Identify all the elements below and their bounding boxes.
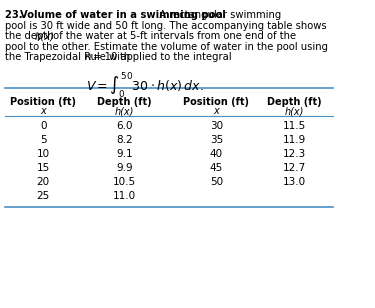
Text: 23.: 23. xyxy=(5,10,27,20)
Text: 12.7: 12.7 xyxy=(283,163,306,173)
Text: x: x xyxy=(40,106,46,116)
Text: h(x): h(x) xyxy=(115,106,134,116)
Text: pool is 30 ft wide and 50 ft long. The accompanying table shows: pool is 30 ft wide and 50 ft long. The a… xyxy=(5,21,327,30)
Text: 12.3: 12.3 xyxy=(283,149,306,159)
Text: h(x): h(x) xyxy=(34,31,54,41)
Text: 25: 25 xyxy=(37,191,50,201)
Text: 10.5: 10.5 xyxy=(113,177,136,187)
Text: the depth: the depth xyxy=(5,31,57,41)
Text: Position (ft): Position (ft) xyxy=(10,97,76,107)
Text: n: n xyxy=(85,52,91,62)
Text: 45: 45 xyxy=(210,163,223,173)
Text: A rectangular swimming: A rectangular swimming xyxy=(153,10,282,20)
Text: the Trapezoidal Rule with: the Trapezoidal Rule with xyxy=(5,52,134,62)
Text: 20: 20 xyxy=(37,177,50,187)
Text: 50: 50 xyxy=(210,177,223,187)
Text: 11.9: 11.9 xyxy=(283,135,306,145)
Text: Depth (ft): Depth (ft) xyxy=(267,97,322,107)
Text: x: x xyxy=(213,106,219,116)
Text: 9.1: 9.1 xyxy=(116,149,133,159)
Text: 11.5: 11.5 xyxy=(283,121,306,131)
Text: 40: 40 xyxy=(210,149,223,159)
Text: 6.0: 6.0 xyxy=(116,121,133,131)
Text: 9.9: 9.9 xyxy=(116,163,133,173)
Text: 15: 15 xyxy=(37,163,50,173)
Text: = 10 applied to the integral: = 10 applied to the integral xyxy=(90,52,232,62)
Text: Volume of water in a swimming pool: Volume of water in a swimming pool xyxy=(20,10,226,20)
Text: 35: 35 xyxy=(210,135,223,145)
Text: Depth (ft): Depth (ft) xyxy=(97,97,152,107)
Text: of the water at 5-ft intervals from one end of the: of the water at 5-ft intervals from one … xyxy=(50,31,296,41)
Text: pool to the other. Estimate the volume of water in the pool using: pool to the other. Estimate the volume o… xyxy=(5,42,328,51)
Text: 10: 10 xyxy=(37,149,50,159)
Text: 8.2: 8.2 xyxy=(116,135,133,145)
Text: h(x): h(x) xyxy=(285,106,304,116)
Text: 11.0: 11.0 xyxy=(113,191,136,201)
Text: 13.0: 13.0 xyxy=(283,177,306,187)
Text: 5: 5 xyxy=(40,135,46,145)
Text: 30: 30 xyxy=(210,121,223,131)
Text: 0: 0 xyxy=(40,121,46,131)
Text: Position (ft): Position (ft) xyxy=(183,97,249,107)
Text: $V = \int_0^{50} 30 \cdot h(x)\, dx.$: $V = \int_0^{50} 30 \cdot h(x)\, dx.$ xyxy=(86,70,203,100)
